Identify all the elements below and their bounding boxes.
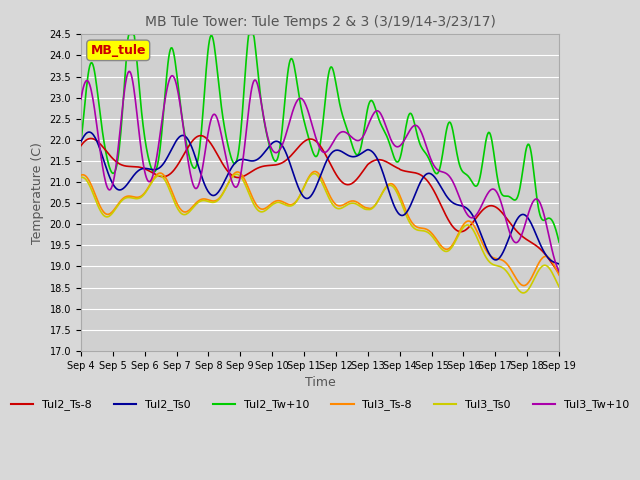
Tul3_Ts0 — [200, 198, 208, 204]
Tul3_Tw+10 — [438, 169, 445, 175]
Tul2_Ts-8 — [438, 204, 445, 210]
Tul2_Ts-8 — [201, 134, 209, 140]
Tul2_Tw+10 — [201, 87, 209, 93]
Tul2_Tw+10 — [556, 240, 563, 245]
Tul3_Ts0 — [310, 171, 318, 177]
Tul2_Ts0 — [438, 185, 445, 191]
Tul3_Ts0 — [360, 205, 367, 211]
Tul2_Ts-8 — [294, 144, 302, 150]
Tul2_Tw+10 — [360, 131, 367, 136]
Line: Tul2_Tw+10: Tul2_Tw+10 — [81, 35, 559, 242]
Tul3_Ts-8 — [77, 172, 84, 178]
Tul3_Ts-8 — [162, 175, 170, 180]
Tul3_Ts-8 — [397, 195, 405, 201]
Tul3_Ts-8 — [520, 283, 528, 288]
Tul2_Ts-8 — [397, 167, 405, 173]
Text: MB_tule: MB_tule — [90, 44, 146, 57]
Tul3_Tw+10 — [201, 152, 209, 157]
Tul2_Tw+10 — [125, 32, 132, 37]
Tul3_Ts0 — [162, 178, 170, 184]
Line: Tul3_Ts-8: Tul3_Ts-8 — [81, 171, 559, 286]
Tul2_Tw+10 — [294, 87, 302, 93]
Tul3_Ts-8 — [360, 204, 367, 209]
Tul2_Tw+10 — [438, 156, 445, 162]
Tul3_Ts-8 — [556, 272, 563, 278]
Tul2_Tw+10 — [397, 151, 405, 157]
Line: Tul2_Ts0: Tul2_Ts0 — [81, 132, 559, 264]
Tul3_Ts0 — [556, 284, 563, 290]
Tul3_Ts-8 — [200, 196, 208, 202]
X-axis label: Time: Time — [305, 376, 335, 389]
Tul2_Ts-8 — [162, 173, 170, 179]
Tul3_Ts0 — [293, 198, 301, 204]
Tul3_Tw+10 — [163, 90, 170, 96]
Tul2_Ts-8 — [197, 133, 205, 139]
Tul3_Ts-8 — [438, 243, 445, 249]
Tul2_Ts0 — [294, 184, 302, 190]
Tul2_Ts-8 — [556, 271, 563, 276]
Tul3_Ts0 — [519, 290, 527, 296]
Tul2_Ts0 — [77, 139, 84, 144]
Tul2_Ts0 — [201, 181, 209, 187]
Tul2_Ts0 — [85, 129, 93, 135]
Tul3_Tw+10 — [397, 142, 405, 148]
Tul2_Ts0 — [163, 156, 170, 162]
Tul3_Tw+10 — [77, 96, 84, 102]
Tul2_Tw+10 — [163, 77, 170, 83]
Line: Tul2_Ts-8: Tul2_Ts-8 — [81, 136, 559, 274]
Tul2_Ts-8 — [360, 168, 367, 173]
Tul3_Ts0 — [77, 175, 84, 180]
Line: Tul3_Ts0: Tul3_Ts0 — [81, 174, 559, 293]
Tul2_Tw+10 — [77, 140, 84, 145]
Title: MB Tule Tower: Tule Temps 2 & 3 (3/19/14-3/23/17): MB Tule Tower: Tule Temps 2 & 3 (3/19/14… — [145, 15, 495, 29]
Tul3_Tw+10 — [360, 133, 367, 139]
Tul3_Ts0 — [397, 199, 405, 205]
Tul2_Ts0 — [397, 213, 405, 218]
Tul3_Tw+10 — [125, 69, 133, 74]
Tul2_Ts0 — [360, 149, 367, 155]
Y-axis label: Temperature (C): Temperature (C) — [31, 142, 44, 243]
Tul2_Ts-8 — [77, 143, 84, 149]
Tul3_Tw+10 — [294, 96, 302, 102]
Tul2_Ts0 — [556, 261, 563, 267]
Line: Tul3_Tw+10: Tul3_Tw+10 — [81, 72, 559, 271]
Legend: Tul2_Ts-8, Tul2_Ts0, Tul2_Tw+10, Tul3_Ts-8, Tul3_Ts0, Tul3_Tw+10: Tul2_Ts-8, Tul2_Ts0, Tul2_Tw+10, Tul3_Ts… — [6, 395, 634, 415]
Tul3_Ts0 — [438, 246, 445, 252]
Tul3_Ts-8 — [293, 197, 301, 203]
Tul3_Ts-8 — [311, 168, 319, 174]
Tul3_Tw+10 — [556, 268, 563, 274]
